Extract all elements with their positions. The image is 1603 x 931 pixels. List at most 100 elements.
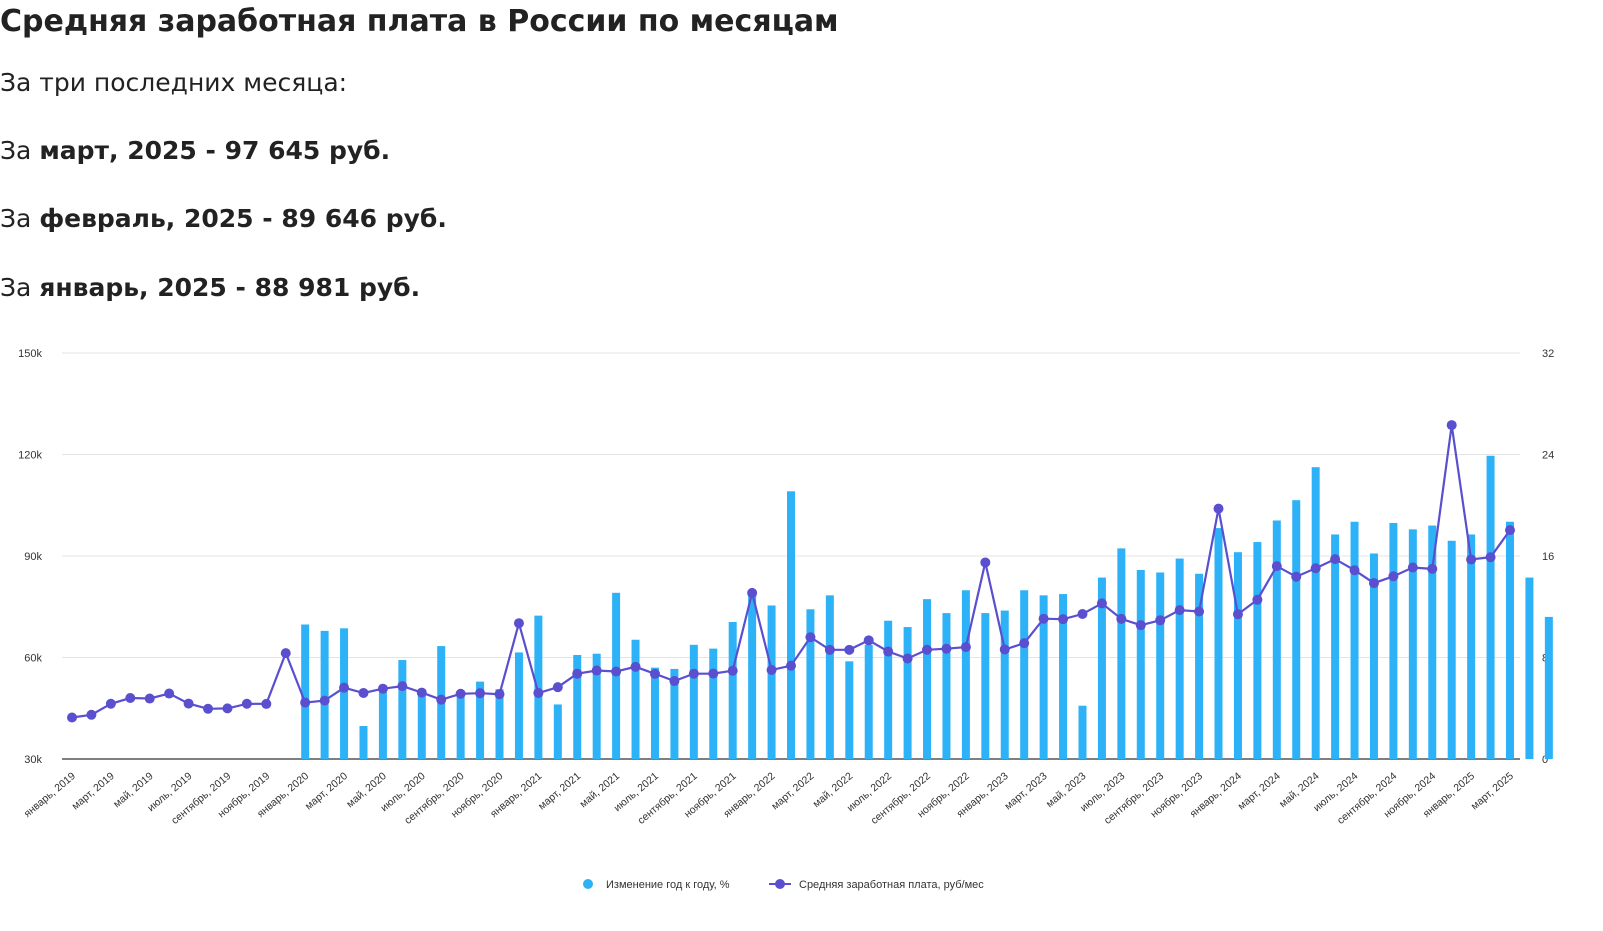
summary-prefix: За bbox=[0, 204, 32, 233]
bar bbox=[1214, 528, 1223, 759]
x-tick-label: март, 2022 bbox=[769, 770, 816, 812]
bar bbox=[787, 491, 795, 759]
bar bbox=[320, 630, 329, 759]
bar bbox=[573, 654, 582, 759]
bar bbox=[1350, 521, 1359, 759]
line-point bbox=[397, 681, 408, 692]
bar bbox=[592, 653, 601, 759]
legend-bar-label: Изменение год к году, % bbox=[606, 879, 730, 891]
line-point bbox=[183, 698, 194, 709]
bar bbox=[1272, 520, 1281, 759]
bar bbox=[806, 609, 815, 759]
line-point bbox=[1232, 609, 1243, 620]
bar-series bbox=[301, 455, 1553, 759]
line-point bbox=[1135, 620, 1146, 631]
line-point bbox=[805, 632, 816, 643]
summary-prefix: За bbox=[0, 136, 32, 165]
line-point bbox=[1407, 562, 1418, 573]
bar bbox=[534, 615, 543, 759]
line-series bbox=[67, 420, 1515, 723]
line-point bbox=[1174, 605, 1185, 616]
line-point bbox=[883, 646, 894, 657]
line-point bbox=[708, 668, 719, 679]
line-point bbox=[824, 644, 835, 655]
legend-bar-swatch bbox=[583, 879, 593, 889]
bar bbox=[1078, 705, 1087, 759]
line-point bbox=[1330, 554, 1341, 565]
summary-line-february: За февраль, 2025 - 89 646 руб. bbox=[0, 202, 447, 236]
right-tick-label: 32 bbox=[1542, 348, 1554, 360]
line-point bbox=[688, 668, 699, 679]
summary-period: январь, 2025 bbox=[39, 273, 227, 302]
page-title: Средняя заработная плата в России по мес… bbox=[0, 4, 839, 39]
line-point bbox=[319, 695, 330, 706]
line-point bbox=[747, 587, 758, 598]
line-point bbox=[1077, 609, 1088, 620]
line-point bbox=[203, 703, 214, 714]
legend-line-label: Средняя заработная плата, руб/мес bbox=[799, 879, 984, 891]
bar bbox=[1039, 595, 1048, 759]
bar bbox=[1156, 572, 1165, 759]
bar bbox=[1467, 534, 1476, 759]
bar bbox=[845, 661, 854, 759]
bar bbox=[417, 694, 426, 759]
bar bbox=[923, 599, 932, 759]
bar bbox=[359, 726, 368, 759]
left-tick-label: 120k bbox=[18, 450, 42, 462]
line-point bbox=[1291, 571, 1302, 582]
line-point bbox=[1466, 554, 1477, 565]
line-point bbox=[475, 688, 486, 699]
bar bbox=[1447, 540, 1456, 759]
line-point bbox=[922, 644, 933, 655]
left-axis: 30k 60k 90k 120k 150k bbox=[18, 348, 42, 766]
line-point bbox=[630, 661, 641, 672]
line-point bbox=[300, 697, 311, 708]
bar bbox=[961, 590, 970, 759]
x-tick-label: март, 2019 bbox=[70, 770, 117, 812]
bar bbox=[942, 613, 951, 759]
bar bbox=[1369, 553, 1378, 759]
bar bbox=[767, 605, 776, 759]
line-point bbox=[1155, 615, 1166, 626]
right-tick-label: 24 bbox=[1542, 450, 1554, 462]
line-point bbox=[533, 687, 544, 698]
line-point bbox=[1058, 614, 1069, 625]
x-tick-label: март, 2025 bbox=[1469, 770, 1516, 812]
line-point bbox=[261, 698, 272, 709]
line-point bbox=[339, 682, 350, 693]
bar bbox=[1175, 558, 1184, 759]
bar bbox=[903, 627, 912, 759]
left-tick-label: 150k bbox=[18, 348, 42, 360]
bar bbox=[650, 667, 659, 759]
right-tick-label: 0 bbox=[1542, 754, 1548, 766]
bar bbox=[1233, 552, 1242, 759]
bar bbox=[301, 624, 310, 759]
bar bbox=[1389, 523, 1398, 759]
summary-separator: - bbox=[196, 136, 225, 165]
bar bbox=[340, 628, 349, 759]
left-tick-label: 90k bbox=[24, 551, 42, 563]
bar bbox=[1408, 529, 1417, 759]
line-point bbox=[1388, 571, 1399, 582]
line-point bbox=[1213, 503, 1224, 514]
line-point bbox=[669, 676, 680, 687]
bar bbox=[1059, 594, 1068, 759]
line-point bbox=[941, 643, 952, 654]
line-point bbox=[611, 666, 622, 677]
bar bbox=[1486, 455, 1495, 759]
bar bbox=[1506, 521, 1514, 759]
line-point bbox=[1446, 420, 1457, 431]
bar bbox=[1428, 525, 1437, 759]
bar bbox=[1097, 577, 1106, 759]
bar bbox=[1311, 467, 1320, 759]
line-point bbox=[960, 642, 971, 653]
bar bbox=[1195, 573, 1204, 759]
bar bbox=[553, 704, 562, 759]
line-point bbox=[844, 644, 855, 655]
bar bbox=[476, 681, 485, 759]
summary-value: 89 646 руб. bbox=[281, 204, 447, 233]
line-point bbox=[125, 692, 136, 703]
line-point bbox=[1116, 613, 1127, 624]
